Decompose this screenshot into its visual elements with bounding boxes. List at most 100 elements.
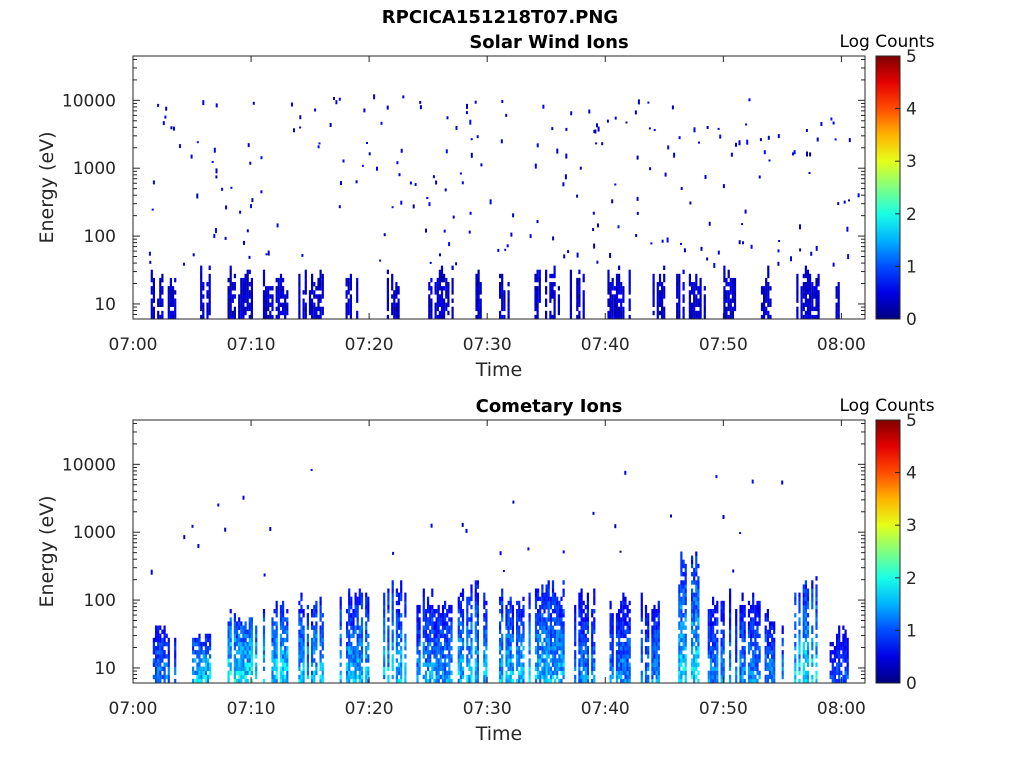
spectrogram-cell bbox=[768, 633, 772, 639]
spectrogram-cell bbox=[501, 604, 504, 610]
spectrogram-cell bbox=[620, 654, 623, 659]
spectrogram-cell bbox=[231, 286, 234, 291]
spectrogram-cell bbox=[707, 678, 710, 683]
spectrogram-cell bbox=[457, 654, 460, 659]
spectrogram-cell bbox=[560, 670, 563, 676]
spectrogram-cell bbox=[339, 625, 342, 630]
spectrogram-cell bbox=[682, 621, 685, 626]
spectrogram-dot bbox=[717, 127, 720, 130]
spectrogram-cell bbox=[551, 654, 555, 659]
spectrogram-cell bbox=[282, 641, 285, 647]
spectrogram-cell bbox=[796, 306, 799, 312]
spectrogram-cell bbox=[682, 670, 685, 676]
spectrogram-cell bbox=[518, 637, 521, 643]
spectrogram-cell bbox=[520, 637, 523, 643]
spectrogram-cell bbox=[584, 650, 587, 655]
spectrogram-cell bbox=[475, 306, 478, 312]
spectrogram-cell bbox=[622, 613, 625, 618]
spectrogram-cell bbox=[192, 670, 195, 676]
spectrogram-cell bbox=[427, 596, 430, 602]
spectrogram-cell bbox=[436, 314, 439, 319]
spectrogram-cell bbox=[204, 637, 207, 643]
spectrogram-cell bbox=[418, 621, 421, 626]
spectrogram-cell bbox=[437, 670, 440, 676]
spectrogram-cell bbox=[693, 592, 696, 597]
spectrogram-cell bbox=[271, 625, 274, 630]
spectrogram-cell bbox=[838, 658, 841, 663]
spectrogram-dot bbox=[202, 100, 205, 106]
spectrogram-cell bbox=[768, 641, 772, 647]
spectrogram-cell bbox=[536, 273, 539, 279]
spectrogram-cell bbox=[448, 646, 451, 651]
spectrogram-cell bbox=[242, 286, 245, 291]
spectrogram-cell bbox=[833, 674, 836, 680]
spectrogram-cell bbox=[367, 609, 370, 614]
spectrogram-cell bbox=[273, 674, 276, 680]
spectrogram-cell bbox=[684, 580, 687, 585]
colorbar-tick-label: 3 bbox=[906, 152, 917, 172]
spectrogram-cell bbox=[729, 592, 732, 597]
spectrogram-cell bbox=[543, 596, 546, 602]
spectrogram-cell bbox=[286, 629, 289, 634]
spectrogram-cell bbox=[615, 294, 619, 299]
spectrogram-cell bbox=[716, 654, 719, 659]
spectrogram-cell bbox=[204, 658, 207, 663]
spectrogram-cell bbox=[747, 600, 751, 606]
spectrogram-cell bbox=[404, 613, 407, 618]
spectrogram-cell bbox=[609, 306, 612, 312]
spectrogram-cell bbox=[560, 625, 563, 630]
spectrogram-cell bbox=[712, 646, 715, 651]
spectrogram-cell bbox=[231, 294, 234, 299]
spectrogram-cell bbox=[348, 678, 351, 683]
spectrogram-cell bbox=[547, 637, 550, 643]
spectrogram-cell bbox=[352, 658, 355, 663]
spectrogram-cell bbox=[615, 314, 619, 319]
spectrogram-cell bbox=[741, 613, 744, 618]
spectrogram-cell bbox=[233, 306, 236, 312]
spectrogram-cell bbox=[418, 670, 421, 676]
spectrogram-cell bbox=[282, 617, 285, 622]
spectrogram-cell bbox=[348, 674, 351, 680]
spectrogram-cell bbox=[547, 609, 550, 614]
spectrogram-cell bbox=[754, 658, 757, 663]
spectrogram-cell bbox=[437, 666, 440, 671]
spectrogram-cell bbox=[684, 584, 687, 589]
spectrogram-cell bbox=[319, 314, 322, 319]
spectrogram-cell bbox=[391, 596, 394, 602]
spectrogram-cell bbox=[416, 641, 419, 647]
spectrogram-cell bbox=[397, 625, 401, 630]
spectrogram-cell bbox=[315, 609, 318, 614]
spectrogram-cell bbox=[842, 674, 845, 680]
spectrogram-cell bbox=[644, 670, 648, 676]
spectrogram-cell bbox=[501, 613, 504, 618]
spectrogram-dot bbox=[267, 250, 270, 256]
spectrogram-cell bbox=[536, 298, 539, 303]
spectrogram-cell bbox=[284, 678, 287, 683]
spectrogram-cell bbox=[441, 625, 445, 630]
spectrogram-cell bbox=[806, 654, 810, 659]
spectrogram-cell bbox=[609, 633, 612, 639]
spectrogram-cell bbox=[693, 314, 696, 319]
spectrogram-cell bbox=[680, 650, 683, 655]
spectrogram-cell bbox=[622, 617, 625, 622]
spectrogram-cell bbox=[624, 600, 627, 606]
spectrogram-cell bbox=[569, 314, 572, 319]
spectrogram-cell bbox=[609, 658, 612, 663]
spectrogram-cell bbox=[475, 314, 478, 319]
spectrogram-cell bbox=[206, 306, 209, 312]
spectrogram-cell bbox=[397, 641, 401, 647]
spectrogram-cell bbox=[428, 310, 431, 316]
spectrogram-cell bbox=[418, 654, 421, 659]
spectrogram-cell bbox=[537, 646, 540, 651]
spectrogram-cell bbox=[768, 625, 772, 630]
spectrogram-cell bbox=[439, 650, 442, 655]
spectrogram-cell bbox=[509, 596, 512, 602]
spectrogram-cell bbox=[474, 633, 477, 639]
spectrogram-cell bbox=[560, 646, 563, 651]
spectrogram-cell bbox=[298, 678, 301, 683]
spectrogram-dot bbox=[213, 147, 216, 153]
spectrogram-cell bbox=[846, 674, 849, 680]
spectrogram-cell bbox=[248, 282, 251, 287]
spectrogram-dot bbox=[164, 115, 167, 119]
spectrogram-cell bbox=[516, 600, 519, 606]
